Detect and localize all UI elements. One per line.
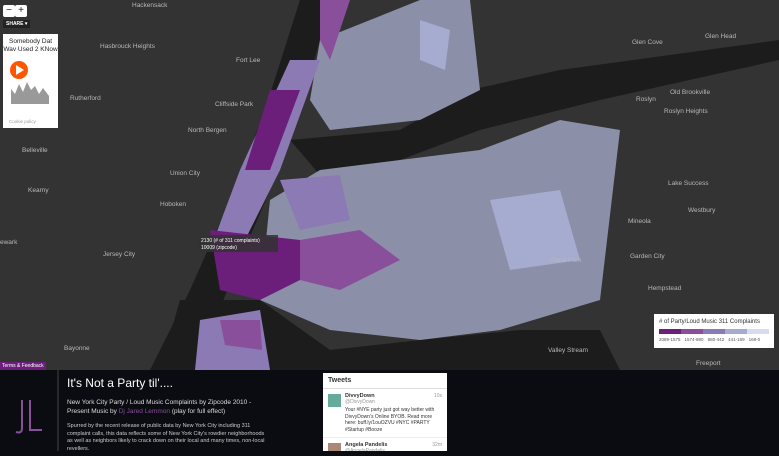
place-label: Cliffside Park [215,101,254,108]
logo [15,370,59,451]
legend-label: 2089-1575 [659,337,681,342]
place-label: Glen Head [705,33,736,40]
tooltip-line: 10009 (zipcode) [201,245,237,251]
place-label: ewark [0,239,18,246]
legend-swatch [659,329,681,334]
legend-labels: 2089-1575 1574-880 880-442 441-169 168-0 [659,337,764,342]
zip-area [490,190,580,270]
zip-area [300,230,400,290]
bay [160,300,620,370]
place-label: Jersey City [103,251,136,258]
place-label: Roslyn Heights [664,108,708,115]
place-label: Kearny [28,187,49,194]
waveform [11,82,49,104]
tweet-list: 10s DivvyDown @DivvyDown Your #NYE party ju… [323,389,447,451]
zoom-out[interactable]: − [3,5,15,17]
legend-swatch [703,329,725,334]
terms-link[interactable]: Terms & Feedback [0,362,46,370]
tweet-name: DivvyDown [345,393,375,399]
place-label: Roslyn [636,96,656,103]
place-label: Mineola [628,218,651,225]
tweet-time: 10s [433,393,442,399]
tweet-time: 32m [432,442,442,448]
place-label: Westbury [688,207,716,214]
tweets-panel: Tweets 10s DivvyDown @DivvyDown Your #NYE p… [323,373,447,451]
zip-area [420,20,450,70]
place-label: Valley Stream [548,347,588,354]
legend-label: 1574-880 [684,337,704,342]
place-label: Hoboken [160,201,186,208]
music-suffix: (play for full effect) [171,408,226,415]
zip-area [280,175,350,230]
tweet-avatar [328,443,341,451]
legend-label: 441-169 [728,337,745,342]
tweet: 32m Angela Pandelis @AngelaPandelis [323,438,447,451]
music-link[interactable]: Dj Jared Lemmon [118,408,170,415]
subtitle: New York City Party / Loud Music Complai… [67,399,252,415]
play-icon [16,65,24,75]
cookie-policy[interactable]: Cookie policy [9,119,36,124]
share-button[interactable]: SHARE ▾ [3,20,31,28]
place-label: Fort Lee [236,57,261,64]
east-river-sound [290,40,779,175]
player-art [10,61,49,104]
place-label: Lake Success [668,180,709,187]
track-title: Somebody Dat Wav Used 2 KNow [3,38,58,53]
footer-body: Spurred by the recent release of public … [67,423,265,452]
place-label: North Bergen [188,127,227,134]
legend-swatches [659,329,769,334]
zip-area [220,320,262,350]
place-label: Bayonne [64,345,90,352]
music-prefix: Music by [91,408,117,415]
legend-swatch [725,329,747,334]
map: Hackensack Fort Lee Hasbrouck Heights Ruthe… [0,0,779,370]
tooltip-line: 2130 (# of 311 complaints) [201,238,260,244]
place-label: Floral Park [550,257,582,264]
tweet-handle: @DivvyDown [345,399,376,405]
tweet-handle: @AngelaPandelis [345,448,385,451]
zoom-in[interactable]: + [15,5,27,17]
footer-title: It's Not a Party til'.... [67,376,173,390]
legend: # of Party/Loud Music 311 Complaints 208… [654,314,774,348]
place-label: Rutherford [70,95,101,102]
zip-area [245,90,300,170]
place-label: Belleville [22,147,48,154]
tweet-name: Angela Pandelis [345,442,388,448]
zip-area [320,0,350,60]
place-label: Old Brookville [670,89,710,96]
legend-swatch [681,329,703,334]
tweet-avatar [328,394,341,407]
tweets-header: Tweets [323,373,447,389]
legend-title: # of Party/Loud Music 311 Complaints [659,319,760,325]
tweet-text: Your #NYE party just got way better with… [345,407,435,433]
place-label: Union City [170,170,201,177]
place-label: Garden City [630,253,665,260]
legend-label: 880-442 [707,337,725,342]
legend-swatch [747,329,769,334]
footer-subtitle: New York City Party / Loud Music Complai… [67,398,267,416]
place-label: Freeport [696,360,721,367]
place-label: Hempstead [648,285,682,292]
place-label: Hackensack [132,2,168,9]
music-player: Somebody Dat Wav Used 2 KNow Cookie poli… [3,34,58,128]
legend-label: 168-0 [748,337,761,342]
tooltip-box [198,235,278,252]
place-label: Glen Cove [632,39,663,46]
place-label: Hasbrouck Heights [100,43,156,50]
tweet: 10s DivvyDown @DivvyDown Your #NYE party ju… [323,389,447,438]
